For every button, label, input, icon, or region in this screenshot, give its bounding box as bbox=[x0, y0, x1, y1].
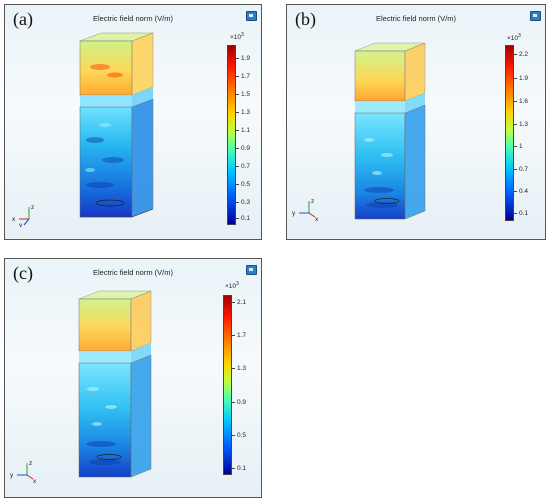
colorbar-tick: 1.3 bbox=[231, 365, 247, 372]
panel-b: (b) Electric field norm (V/m) ×103 2.2 1… bbox=[286, 4, 546, 240]
colorbar-exponent: ×103 bbox=[230, 32, 244, 42]
camera-icon[interactable] bbox=[246, 11, 257, 21]
axis-triad-icon: z x y bbox=[12, 204, 34, 227]
field-block-b bbox=[354, 42, 426, 220]
colorbar-tick: 1 bbox=[514, 143, 523, 150]
panel-a: (a) Electric field norm (V/m) ×103 1.9 1… bbox=[4, 4, 262, 240]
colorbar bbox=[505, 45, 514, 221]
plot-title: Electric field norm (V/m) bbox=[92, 268, 173, 277]
colorbar-tick: 0.1 bbox=[231, 465, 247, 472]
colorbar bbox=[223, 295, 232, 475]
colorbar-tick: 0.5 bbox=[231, 432, 247, 439]
colorbar-tick: 2.2 bbox=[513, 51, 529, 58]
colorbar-tick: 0.5 bbox=[235, 181, 251, 188]
colorbar-tick: 1.6 bbox=[513, 98, 529, 105]
axis-triad-icon: z y x bbox=[292, 198, 319, 221]
panel-label: (b) bbox=[295, 9, 316, 29]
axis-label: x bbox=[33, 478, 37, 483]
field-block-a bbox=[79, 32, 154, 218]
colorbar-tick: 1.7 bbox=[235, 73, 251, 80]
colorbar-tick: 1.9 bbox=[513, 75, 529, 82]
colorbar-tick: 0.1 bbox=[513, 210, 529, 217]
colorbar-tick: 1.3 bbox=[235, 109, 251, 116]
colorbar-tick: 1.5 bbox=[235, 91, 251, 98]
colorbar-tick: 0.3 bbox=[235, 199, 251, 206]
colorbar-tick: 1.9 bbox=[235, 55, 251, 62]
colorbar-exponent: ×103 bbox=[225, 281, 239, 291]
colorbar-tick: 1.1 bbox=[235, 127, 251, 134]
panel-label: (a) bbox=[13, 9, 33, 29]
axis-label: z bbox=[31, 204, 34, 211]
axis-label: x bbox=[12, 216, 16, 223]
colorbar-tick: 0.9 bbox=[235, 145, 251, 152]
axis-label: y bbox=[19, 222, 23, 227]
axis-label: y bbox=[292, 210, 296, 217]
camera-icon[interactable] bbox=[530, 11, 541, 21]
colorbar-tick: 0.9 bbox=[231, 399, 247, 406]
axis-label: z bbox=[311, 198, 314, 205]
panel-label: (c) bbox=[13, 263, 33, 283]
plot-title: Electric field norm (V/m) bbox=[375, 14, 456, 23]
plot-title: Electric field norm (V/m) bbox=[92, 14, 173, 23]
axis-label: x bbox=[315, 216, 319, 221]
colorbar-tick: 0.7 bbox=[235, 163, 251, 170]
colorbar-tick: 0.1 bbox=[235, 215, 251, 222]
axis-label: y bbox=[10, 472, 14, 479]
colorbar-tick: 2.1 bbox=[231, 299, 247, 306]
colorbar-tick: 0.4 bbox=[513, 188, 529, 195]
axis-label: z bbox=[29, 460, 32, 467]
colorbar-tick: 1.7 bbox=[231, 332, 247, 339]
field-block-c bbox=[78, 290, 152, 478]
camera-icon[interactable] bbox=[246, 265, 257, 275]
colorbar bbox=[227, 45, 236, 225]
colorbar-tick: 1.3 bbox=[513, 121, 529, 128]
colorbar-tick: 0.7 bbox=[513, 166, 529, 173]
panel-c: (c) Electric field norm (V/m) ×103 2.1 1… bbox=[4, 258, 262, 498]
colorbar-exponent: ×103 bbox=[507, 33, 521, 43]
axis-triad-icon: z y x bbox=[10, 460, 37, 483]
